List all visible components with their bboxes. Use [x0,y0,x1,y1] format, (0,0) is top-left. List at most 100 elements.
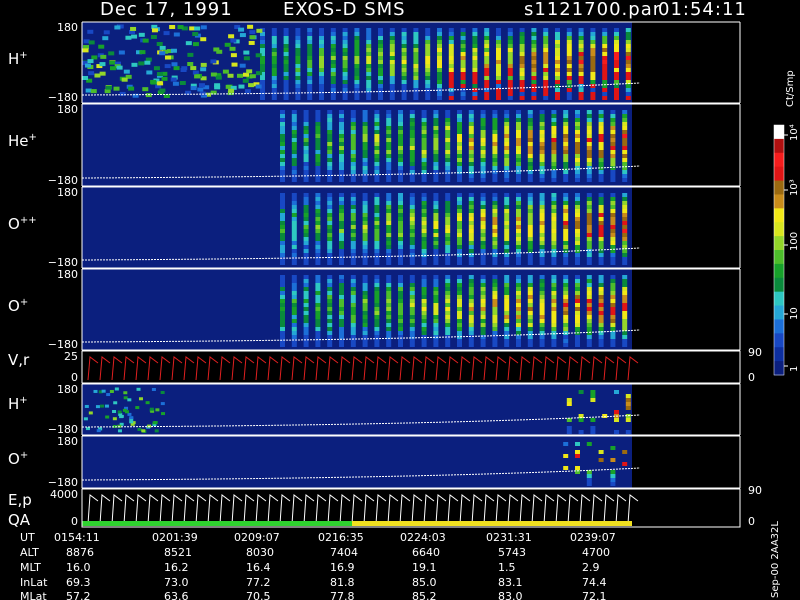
cell [472,88,478,92]
cell [610,311,616,315]
cell [327,335,333,339]
sawtooth-mark [219,356,231,381]
cell [504,295,510,299]
cell [409,193,415,197]
cell [386,217,392,221]
cell [374,237,380,241]
cell [421,142,427,146]
cell [386,283,392,287]
cell [291,339,297,343]
sawtooth-mark [279,356,291,381]
cell [598,279,604,283]
cell [350,233,356,237]
cell [527,303,533,307]
cell [527,253,533,257]
cell [433,146,439,150]
cell [362,295,368,299]
cell [433,327,439,331]
cell [551,174,557,178]
cell [271,96,277,100]
cell [622,201,628,205]
cell [283,44,289,48]
cell [496,52,501,56]
cell [271,88,277,92]
cell [622,319,628,323]
cell [413,32,419,36]
cell [602,88,608,92]
cell [622,197,628,201]
cell [539,307,545,311]
cell [280,154,285,158]
cell [519,60,525,64]
plot-date: Dec 17, 1991 [100,0,233,20]
sawtooth-mark [603,494,615,525]
cell [398,150,403,154]
cell [350,303,356,307]
cell [504,134,510,138]
cell [283,60,289,64]
cell [362,170,368,174]
cell [260,56,265,60]
cell [315,303,321,307]
cell [575,229,580,233]
cell [172,81,179,86]
cell [303,335,309,339]
cell [543,76,549,80]
cell [374,295,380,299]
cell [119,422,124,426]
cell [445,209,451,213]
cell [291,303,297,307]
cell [350,197,356,201]
cell [598,283,604,287]
cell [433,237,439,241]
cell [330,68,336,72]
cell [555,76,560,80]
cell [610,327,616,331]
cell [398,205,403,209]
sawtooth-mark [87,494,99,525]
sawtooth-mark [111,356,123,381]
cell [457,146,462,150]
cell [227,73,234,78]
cell [327,118,333,122]
cell [342,84,348,88]
cell [374,134,380,138]
cell [598,233,604,237]
cell [445,245,451,249]
cell [590,64,596,68]
cell [113,401,118,405]
cell [374,335,380,339]
cell [448,72,454,76]
cell [409,249,415,253]
tick-bottom: −180 [48,256,78,269]
sawtooth-mark [555,494,567,525]
cell [519,56,525,60]
cell [280,110,285,114]
cell [519,84,525,88]
cell [575,253,580,257]
cell [425,60,431,64]
cell [457,335,462,339]
cell [307,28,313,32]
cell [413,92,419,96]
cell [409,114,415,118]
cell [539,150,545,154]
cell [575,233,580,237]
cell [539,283,545,287]
cell [181,66,188,71]
cell [170,77,177,82]
cell [480,241,486,245]
cell [303,315,309,319]
cell [598,134,604,138]
ephemeris-cell: 8030 [246,546,274,559]
cell [622,142,628,146]
cell [433,217,439,221]
cell [437,52,442,56]
panel-label: O++ [8,215,37,233]
cell [283,68,289,72]
cell [319,92,324,96]
cell [425,64,431,68]
cell [602,84,608,88]
cell [307,88,313,92]
cell [492,287,498,291]
